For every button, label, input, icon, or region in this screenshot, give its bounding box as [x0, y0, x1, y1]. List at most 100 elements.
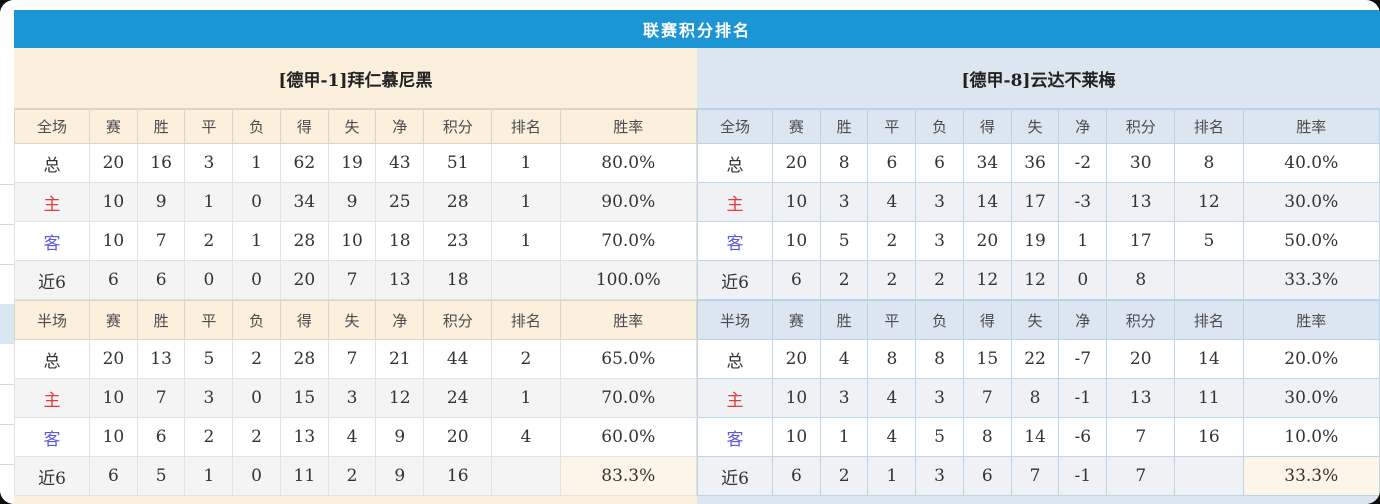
- stat-cell: 10: [772, 417, 821, 457]
- column-header: 平: [184, 300, 234, 340]
- stat-cell: -6: [1058, 417, 1108, 457]
- stats-row: 总 20 8 6 6 34 36 -2 30 8 40.0%: [696, 143, 1380, 183]
- win-rate-cell: 90.0%: [559, 182, 698, 222]
- stats-row: 主 10 7 3 0 15 3 12 24 1 70.0%: [13, 378, 698, 418]
- stat-cell: 9: [136, 182, 186, 222]
- rank-cell: 14: [1174, 339, 1244, 379]
- stat-cell: 1: [867, 456, 917, 496]
- stat-cell: 3: [184, 378, 234, 418]
- stats-row: 主 10 9 1 0 34 9 25 28 1 90.0%: [13, 182, 698, 222]
- rank-cell: 4: [491, 417, 561, 457]
- stat-cell: 10: [89, 417, 138, 457]
- stat-cell: 5: [819, 221, 869, 261]
- teams-container: [德甲-1]拜仁慕尼黑 全场赛胜平负得失净积分 排名 胜率总 20 16 3 1 62 19 43…: [13, 48, 1380, 504]
- stats-row: 总 20 16 3 1 62 19 43 51 1 80.0%: [13, 143, 698, 183]
- stat-cell: 20: [89, 339, 138, 379]
- points-cell: 13: [1106, 378, 1176, 418]
- background-row-band: [0, 304, 14, 344]
- column-header: 胜: [136, 109, 186, 144]
- win-rate-cell: 83.3%: [559, 456, 698, 496]
- rank-cell: 1: [491, 378, 561, 418]
- stats-row: 主 10 3 4 3 14 17 -3 13 12 30.0%: [696, 182, 1380, 222]
- stat-cell: 8: [819, 143, 869, 183]
- rank-cell: 1: [491, 182, 561, 222]
- stat-cell: 8: [962, 417, 1012, 457]
- column-header: 胜: [136, 300, 186, 340]
- win-rate-cell: 33.3%: [1242, 456, 1380, 496]
- column-header: 负: [232, 300, 281, 340]
- stat-cell: 10: [89, 378, 138, 418]
- column-header-scope: 全场: [696, 109, 774, 144]
- stat-cell: 2: [867, 221, 917, 261]
- stat-cell: 2: [819, 456, 869, 496]
- stats-row: 总 20 13 5 2 28 7 21 44 2 65.0%: [13, 339, 698, 379]
- win-rate-cell: 70.0%: [559, 221, 698, 261]
- stat-cell: 10: [772, 182, 821, 222]
- win-rate-cell: 10.0%: [1242, 417, 1380, 457]
- stat-cell: 2: [232, 339, 281, 379]
- column-header: 净: [375, 109, 425, 144]
- stat-cell: 2: [819, 260, 869, 300]
- stat-cell: 19: [327, 143, 377, 183]
- team-name-home: [德甲-1]拜仁慕尼黑: [14, 48, 697, 109]
- stat-cell: 7: [1010, 456, 1060, 496]
- win-rate-cell: 33.3%: [1242, 260, 1380, 300]
- stat-cell: 15: [279, 378, 329, 418]
- stat-cell: 20: [89, 143, 138, 183]
- column-header: 得: [962, 300, 1012, 340]
- divider: [0, 224, 14, 225]
- column-header: 净: [375, 300, 425, 340]
- stat-cell: 28: [279, 339, 329, 379]
- column-header: 赛: [772, 300, 821, 340]
- stat-cell: 6: [136, 417, 186, 457]
- stat-cell: 6: [962, 456, 1012, 496]
- stat-cell: 6: [867, 143, 917, 183]
- stat-cell: 13: [136, 339, 186, 379]
- stat-cell: 2: [915, 260, 964, 300]
- column-header: 排名: [491, 300, 561, 340]
- stat-cell: 34: [279, 182, 329, 222]
- column-header-row: 半场赛胜平负得失净积分 排名 胜率: [696, 300, 1380, 340]
- column-header: 失: [1010, 109, 1060, 144]
- stats-row: 客 10 1 4 5 8 14 -6 7 16 10.0%: [696, 417, 1380, 457]
- stat-cell: 6: [136, 260, 186, 300]
- divider: [0, 384, 14, 385]
- row-scope-label: 近6: [13, 456, 91, 496]
- row-scope-label: 总: [13, 339, 91, 379]
- rank-cell: 11: [1174, 378, 1244, 418]
- stat-cell: 10: [772, 378, 821, 418]
- stat-cell: 14: [1010, 417, 1060, 457]
- stat-cell: 5: [915, 417, 964, 457]
- stat-cell: 4: [867, 417, 917, 457]
- stat-cell: 22: [1010, 339, 1060, 379]
- stat-cell: 28: [279, 221, 329, 261]
- team-panel-away: [德甲-8]云达不莱梅 全场赛胜平负得失净积分 排名 胜率总 20 8 6 6 34 36 -2 3…: [696, 48, 1380, 504]
- row-scope-label: 客: [696, 417, 774, 457]
- stat-cell: 2: [232, 417, 281, 457]
- stat-cell: 1: [184, 182, 234, 222]
- stats-row: 主 10 3 4 3 7 8 -1 13 11 30.0%: [696, 378, 1380, 418]
- row-scope-label: 近6: [13, 260, 91, 300]
- column-header: 排名: [491, 109, 561, 144]
- column-header-row: 全场赛胜平负得失净积分 排名 胜率: [13, 109, 698, 144]
- column-header: 净: [1058, 300, 1108, 340]
- stat-cell: 0: [232, 182, 281, 222]
- column-header: 胜率: [559, 109, 698, 144]
- stat-cell: 3: [184, 143, 234, 183]
- column-header: 失: [1010, 300, 1060, 340]
- stat-cell: 6: [772, 456, 821, 496]
- rank-cell: [1174, 456, 1244, 496]
- win-rate-cell: 40.0%: [1242, 143, 1380, 183]
- stat-cell: 17: [1010, 182, 1060, 222]
- column-header: 得: [279, 109, 329, 144]
- row-scope-label: 主: [13, 182, 91, 222]
- column-header: 胜: [819, 300, 869, 340]
- column-header: 积分: [423, 300, 493, 340]
- stat-cell: 34: [962, 143, 1012, 183]
- stat-cell: 12: [375, 378, 425, 418]
- row-scope-label: 近6: [696, 456, 774, 496]
- points-cell: 17: [1106, 221, 1176, 261]
- column-header-row: 半场赛胜平负得失净积分 排名 胜率: [13, 300, 698, 340]
- stat-cell: 18: [375, 221, 425, 261]
- stat-cell: 1: [232, 221, 281, 261]
